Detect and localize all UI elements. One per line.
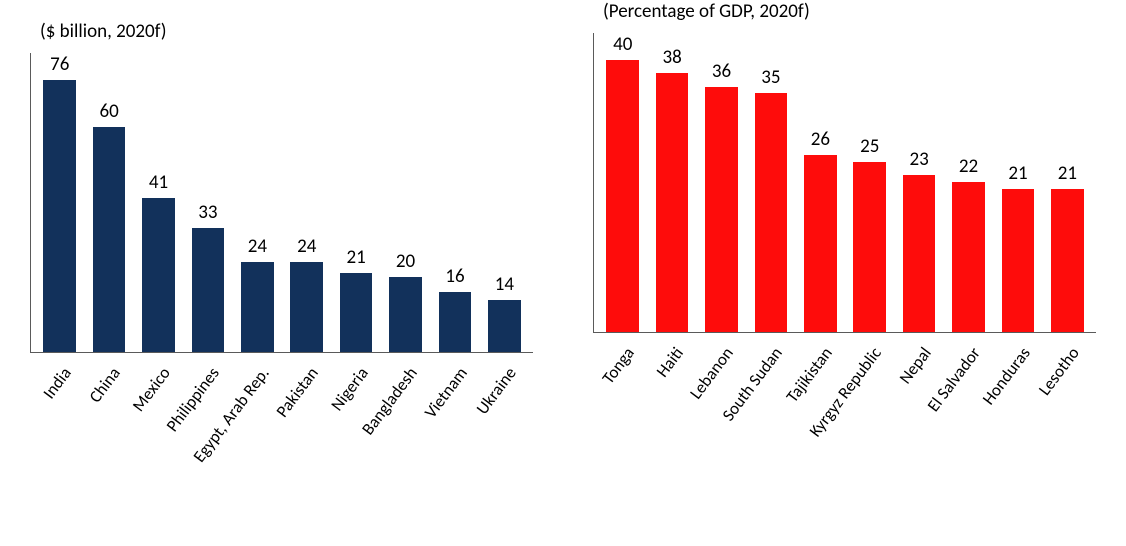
bar-slot: 26: [796, 33, 845, 332]
bar: [606, 60, 639, 332]
bar-value: 24: [248, 235, 267, 258]
bar: [93, 127, 126, 352]
bar: [142, 198, 175, 352]
x-axis-label: Mexico: [128, 363, 175, 416]
right-plot-area: 40 38 36 35 26 25: [593, 33, 1096, 333]
bar-value: 40: [613, 33, 632, 56]
bar-value: 35: [761, 66, 780, 89]
bar-slot: 36: [697, 33, 746, 332]
bar: [241, 262, 274, 352]
left-plot-area: 76 60 41 33 24 24: [30, 53, 533, 353]
right-chart-title: (Percentage of GDP, 2020f): [603, 0, 1096, 23]
bar-slot: 25: [845, 33, 894, 332]
x-axis-label: Nigeria: [326, 363, 372, 415]
bar-slot: 40: [598, 33, 647, 332]
bar-value: 36: [712, 60, 731, 83]
left-chart-title: ($ billion, 2020f): [40, 20, 533, 43]
bar: [1002, 189, 1035, 332]
right-chart: (Percentage of GDP, 2020f) 40 38 36 35 2…: [593, 0, 1096, 483]
bar: [755, 93, 788, 332]
bar-value: 76: [50, 53, 69, 76]
bar-value: 22: [959, 155, 978, 178]
bar-value: 24: [297, 235, 316, 258]
x-axis-label: China: [85, 363, 125, 407]
bar-value: 20: [396, 250, 415, 273]
bar-value: 21: [347, 246, 366, 269]
bar-value: 21: [1008, 162, 1027, 185]
bar-value: 25: [860, 135, 879, 158]
bar: [952, 182, 985, 332]
bar-slot: 76: [35, 53, 84, 352]
bar: [705, 87, 738, 333]
right-x-labels: Tonga Haiti Lebanon South Sudan Tajikist…: [593, 333, 1096, 483]
bar-slot: 41: [134, 53, 183, 352]
bar: [853, 162, 886, 333]
bar-slot: 16: [430, 53, 479, 352]
bar-slot: 20: [381, 53, 430, 352]
bar: [340, 273, 373, 352]
x-axis-label: India: [38, 363, 75, 403]
bar-slot: 35: [746, 33, 795, 332]
bar-slot: 21: [993, 33, 1042, 332]
x-axis-label: Lesotho: [1034, 343, 1084, 399]
bar-slot: 38: [647, 33, 696, 332]
bar: [43, 80, 76, 352]
bar: [290, 262, 323, 352]
bar: [1051, 189, 1084, 332]
bar-slot: 60: [84, 53, 133, 352]
bar-slot: 24: [233, 53, 282, 352]
x-axis-label: Ukraine: [472, 363, 521, 418]
bar-value: 16: [445, 265, 464, 288]
bar: [903, 175, 936, 332]
bar: [488, 300, 521, 353]
bar-slot: 23: [894, 33, 943, 332]
bar-value: 33: [198, 201, 217, 224]
bar-slot: 14: [480, 53, 529, 352]
bar-value: 21: [1058, 162, 1077, 185]
bar-value: 14: [495, 273, 514, 296]
bar-value: 38: [662, 46, 681, 69]
x-axis-label: Haiti: [652, 343, 688, 381]
bar-value: 41: [149, 171, 168, 194]
left-chart: ($ billion, 2020f) 76 60 41 33 24: [30, 20, 533, 503]
bar: [389, 277, 422, 352]
bar-value: 60: [99, 100, 118, 123]
bar: [439, 292, 472, 352]
charts-row: ($ billion, 2020f) 76 60 41 33 24: [30, 20, 1096, 503]
bar: [192, 228, 225, 352]
bar-slot: 21: [331, 53, 380, 352]
x-axis-label: Tonga: [597, 343, 638, 388]
bar-slot: 33: [183, 53, 232, 352]
bar-slot: 21: [1043, 33, 1092, 332]
bar-value: 23: [910, 148, 929, 171]
bar: [804, 155, 837, 332]
x-axis-label: Nepal: [894, 343, 935, 388]
bar-slot: 22: [944, 33, 993, 332]
bar: [656, 73, 689, 332]
bar-value: 26: [811, 128, 830, 151]
left-x-labels: India China Mexico Philippines Egypt, Ar…: [30, 353, 533, 503]
bar-slot: 24: [282, 53, 331, 352]
